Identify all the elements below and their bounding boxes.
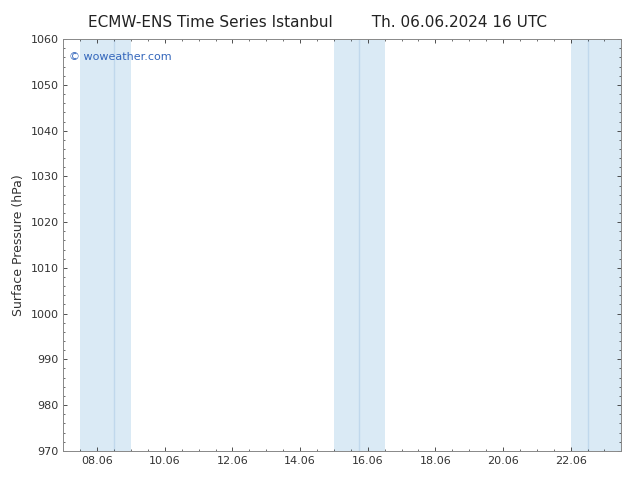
Text: © woweather.com: © woweather.com	[69, 51, 172, 62]
Text: ECMW-ENS Time Series Istanbul        Th. 06.06.2024 16 UTC: ECMW-ENS Time Series Istanbul Th. 06.06.…	[87, 15, 547, 30]
Bar	[81, 39, 131, 451]
Y-axis label: Surface Pressure (hPa): Surface Pressure (hPa)	[12, 174, 25, 316]
Bar	[571, 39, 621, 451]
Bar	[334, 39, 385, 451]
